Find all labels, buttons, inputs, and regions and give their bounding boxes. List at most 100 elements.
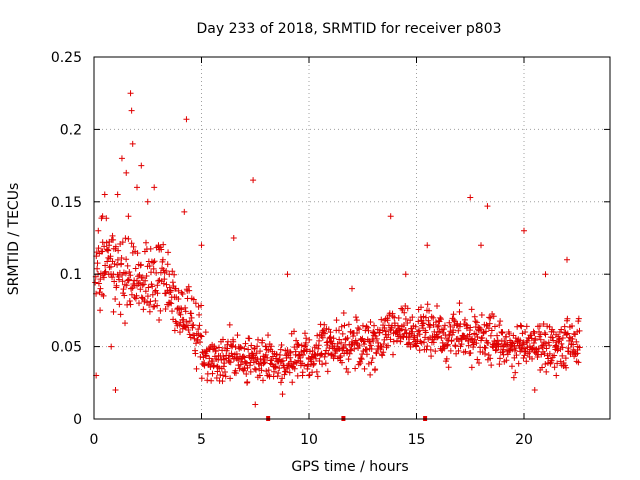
data-point (475, 359, 482, 366)
data-point (246, 335, 253, 342)
data-point (390, 338, 397, 345)
data-point (190, 296, 197, 303)
data-point (234, 332, 241, 339)
data-point (563, 364, 570, 371)
data-point (321, 353, 328, 360)
y-tick-label: 0.05 (51, 340, 82, 356)
data-point (530, 339, 537, 346)
data-point (474, 356, 481, 363)
data-point (121, 292, 128, 299)
data-point (243, 360, 250, 367)
data-point (175, 296, 182, 303)
data-point (367, 318, 374, 325)
data-point (236, 365, 243, 372)
data-point (163, 268, 170, 275)
data-point (101, 243, 108, 250)
data-point (243, 370, 250, 377)
data-point (146, 308, 153, 315)
data-point (151, 303, 158, 310)
data-point (434, 323, 441, 330)
data-point (462, 348, 469, 355)
data-point (178, 289, 185, 296)
data-point (117, 311, 124, 318)
data-point (428, 353, 435, 360)
data-point (487, 332, 494, 339)
data-point (511, 347, 518, 354)
data-point (343, 365, 350, 372)
y-tick-label: 0 (73, 412, 82, 428)
data-point (517, 337, 524, 344)
data-point (315, 345, 322, 352)
data-point (95, 280, 102, 287)
data-point (264, 354, 271, 361)
data-point (99, 248, 106, 255)
data-point (333, 317, 340, 324)
data-point (227, 359, 234, 366)
data-point (400, 333, 407, 340)
data-point (441, 322, 448, 329)
data-point (203, 352, 210, 359)
data-point (137, 286, 144, 293)
data-point (274, 373, 281, 380)
data-point (152, 297, 159, 304)
data-point (265, 332, 272, 339)
data-point (487, 355, 494, 362)
data-point (383, 328, 390, 335)
data-point (467, 324, 474, 331)
data-point (112, 295, 119, 302)
data-point (349, 285, 355, 292)
data-point (369, 355, 376, 362)
data-point (485, 352, 492, 359)
data-point (102, 268, 109, 275)
data-point (518, 346, 525, 353)
data-point (306, 336, 313, 343)
data-point (107, 263, 114, 270)
x-tick-labels: 0 5 10 15 20 (90, 432, 533, 448)
data-point (156, 316, 163, 323)
data-point (179, 290, 186, 297)
data-point (420, 339, 427, 346)
data-point (97, 285, 104, 292)
data-point (368, 345, 375, 352)
data-point (109, 232, 116, 239)
data-point (154, 282, 161, 289)
data-point (536, 322, 543, 329)
data-point (202, 329, 209, 336)
data-point (416, 327, 423, 334)
data-point (410, 341, 417, 348)
data-point (563, 331, 570, 338)
data-point (447, 347, 454, 354)
data-point (233, 370, 240, 377)
data-point (322, 360, 329, 367)
data-point (401, 309, 408, 316)
data-point (161, 276, 168, 283)
data-point (193, 365, 200, 372)
data-point (208, 377, 215, 384)
data-point (146, 262, 153, 269)
data-point (103, 215, 110, 222)
data-point (363, 351, 370, 358)
data-point (142, 277, 149, 284)
data-point (434, 334, 441, 341)
data-point (301, 330, 308, 337)
data-point (227, 375, 234, 382)
data-point (503, 357, 510, 364)
data-point (110, 236, 117, 243)
data-point (520, 355, 527, 362)
data-point (341, 350, 348, 357)
data-point (167, 287, 174, 294)
data-point (160, 241, 167, 248)
data-point (494, 332, 501, 339)
data-point (575, 315, 582, 322)
data-point (186, 318, 193, 325)
data-point (162, 305, 169, 312)
data-point (111, 260, 118, 267)
data-point (228, 350, 235, 357)
data-point (224, 338, 231, 345)
data-point (278, 341, 285, 348)
data-point (316, 337, 323, 344)
data-point (103, 239, 110, 246)
data-point (564, 330, 571, 337)
data-point (299, 369, 306, 376)
data-point (484, 203, 491, 210)
